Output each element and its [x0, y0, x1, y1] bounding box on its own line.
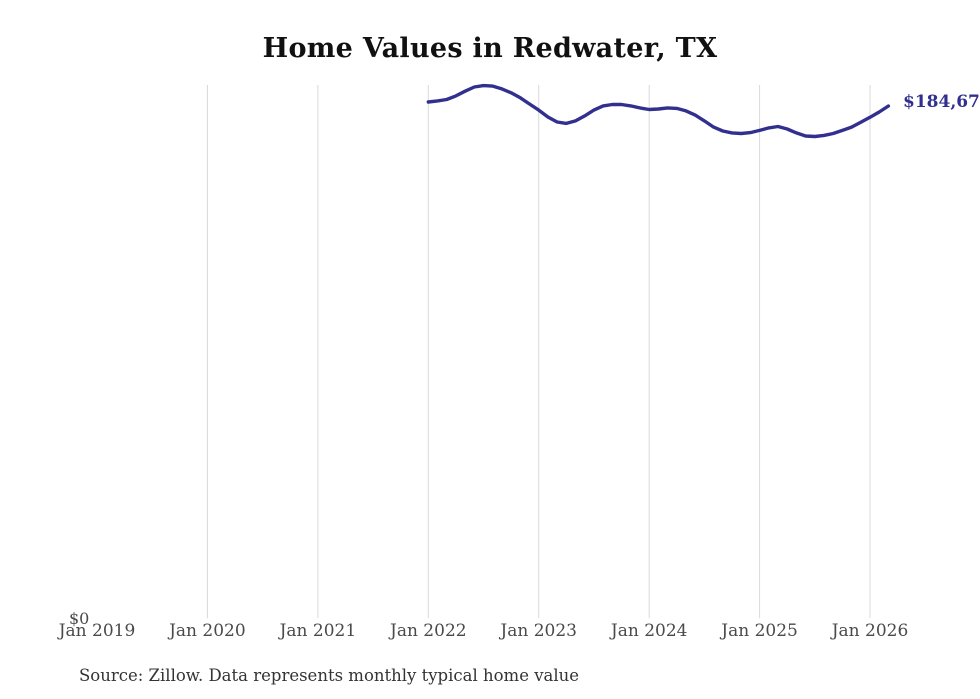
x-axis-label: Jan 2020 — [169, 621, 246, 641]
x-axis-label: Jan 2022 — [390, 621, 467, 641]
x-axis-label: Jan 2025 — [721, 621, 798, 641]
price-line — [426, 83, 891, 139]
x-axis-label: Jan 2019 — [58, 621, 136, 641]
x-axis-label: Jan 2021 — [279, 621, 357, 641]
source-note: Source: Zillow. Data represents monthly … — [79, 666, 580, 685]
chart-title: Home Values in Redwater, TX — [262, 33, 718, 64]
x-axis-label: Jan 2026 — [831, 621, 909, 641]
x-axis-label: Jan 2024 — [610, 621, 688, 641]
x-axis-label: Jan 2023 — [500, 621, 577, 641]
end-value-label: $184,670 — [903, 92, 980, 112]
y-zero-label: $0 — [69, 609, 90, 628]
